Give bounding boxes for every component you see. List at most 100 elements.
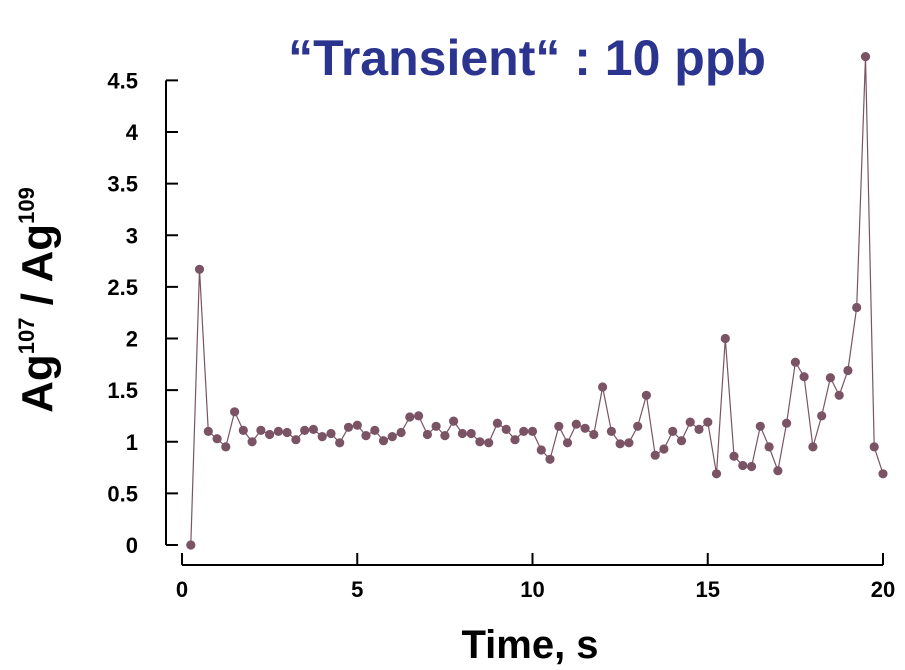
- data-point: [711, 469, 722, 479]
- data-point: [869, 442, 879, 452]
- chart-title: “Transient“ : 10 ppb: [288, 30, 766, 86]
- y-tick-label: 4.5: [107, 68, 138, 93]
- data-point: [186, 540, 196, 550]
- data-point: [449, 416, 459, 426]
- x-tick-label: 10: [520, 577, 544, 602]
- data-point: [282, 427, 292, 438]
- data-point: [265, 429, 275, 440]
- data-point: [747, 461, 757, 472]
- data-point: [790, 357, 801, 367]
- data-point: [238, 425, 248, 435]
- data-point: [676, 436, 687, 446]
- data-point: [308, 424, 318, 434]
- y-axis-title-text: Ag: [13, 354, 62, 413]
- y-tick-label: 3.5: [107, 172, 138, 197]
- data-point: [466, 428, 476, 439]
- data-point: [571, 419, 581, 429]
- data-point: [527, 426, 538, 436]
- data-point: [834, 390, 844, 400]
- y-tick-label: 0: [126, 533, 138, 558]
- data-point: [562, 438, 573, 448]
- y-axis-title-superscript: 107: [14, 318, 39, 355]
- data-point: [808, 442, 818, 452]
- data-point: [703, 417, 713, 427]
- x-axis: 0 5 10 15 20: [176, 553, 895, 602]
- data-point: [799, 372, 809, 382]
- y-axis-title-text: / Ag: [13, 224, 62, 318]
- data-point: [650, 450, 660, 460]
- data-point: [860, 52, 871, 62]
- y-tick-label: 1.5: [107, 378, 138, 403]
- data-point: [641, 390, 652, 400]
- data-point: [519, 426, 529, 436]
- data-point: [247, 437, 257, 447]
- data-point: [256, 425, 266, 435]
- data-point: [817, 411, 827, 421]
- data-point: [606, 426, 617, 436]
- data-point: [510, 435, 520, 445]
- data-point: [203, 426, 213, 436]
- y-axis-title: Ag107 / Ag109: [13, 187, 62, 413]
- data-point: [764, 442, 774, 452]
- data-point: [589, 429, 599, 440]
- data-point: [694, 424, 704, 434]
- data-point: [878, 469, 888, 479]
- data-point: [387, 432, 397, 442]
- data-point: [378, 436, 389, 446]
- data-point: [326, 428, 336, 439]
- data-point: [396, 427, 406, 438]
- data-point: [729, 451, 739, 461]
- y-tick-label: 2: [126, 327, 138, 352]
- data-point: [440, 431, 450, 441]
- data-point: [431, 421, 441, 431]
- data-point: [221, 442, 231, 452]
- data-point: [554, 421, 564, 431]
- data-point: [291, 435, 301, 445]
- data-point: [624, 438, 634, 448]
- x-axis-title: Time, s: [461, 623, 598, 667]
- data-point: [361, 431, 371, 441]
- data-point: [685, 417, 695, 427]
- data-point: [668, 426, 678, 436]
- data-point: [212, 434, 222, 444]
- data-point: [484, 438, 494, 448]
- data-point: [352, 420, 362, 430]
- data-point: [335, 438, 345, 448]
- data-point: [343, 422, 354, 432]
- data-point: [422, 429, 432, 440]
- data-point: [720, 333, 730, 344]
- data-point: [633, 421, 643, 431]
- data-point: [414, 411, 424, 421]
- y-tick-label: 3: [126, 223, 138, 248]
- y-tick-label: 0.5: [107, 481, 138, 506]
- y-tick-label: 1: [126, 430, 138, 455]
- data-point: [300, 425, 310, 435]
- data-point: [782, 418, 792, 428]
- y-tick-label: 4: [126, 120, 139, 145]
- data-point: [194, 264, 205, 274]
- data-point: [659, 444, 669, 454]
- data-point: [492, 418, 502, 428]
- data-point: [370, 425, 380, 435]
- data-point: [825, 373, 836, 383]
- data-point: [457, 428, 467, 439]
- data-point: [738, 460, 748, 471]
- y-tick-label: 2.5: [107, 275, 138, 300]
- x-tick-label: 0: [176, 577, 188, 602]
- data-point: [475, 437, 485, 447]
- data-point: [580, 423, 590, 433]
- data-point: [501, 424, 511, 434]
- y-axis: 0 0.5 1 1.5 2 2.5 3 3.5 4 4.5: [107, 68, 178, 558]
- data-point: [536, 445, 546, 455]
- data-point: [773, 466, 783, 476]
- data-point: [843, 365, 853, 376]
- data-point: [230, 407, 240, 417]
- data-point: [273, 426, 283, 436]
- y-axis-title-superscript: 109: [14, 187, 39, 224]
- data-point: [545, 454, 555, 464]
- x-tick-label: 5: [351, 577, 363, 602]
- data-point: [615, 439, 625, 449]
- data-point: [755, 421, 765, 431]
- data-point: [598, 382, 608, 392]
